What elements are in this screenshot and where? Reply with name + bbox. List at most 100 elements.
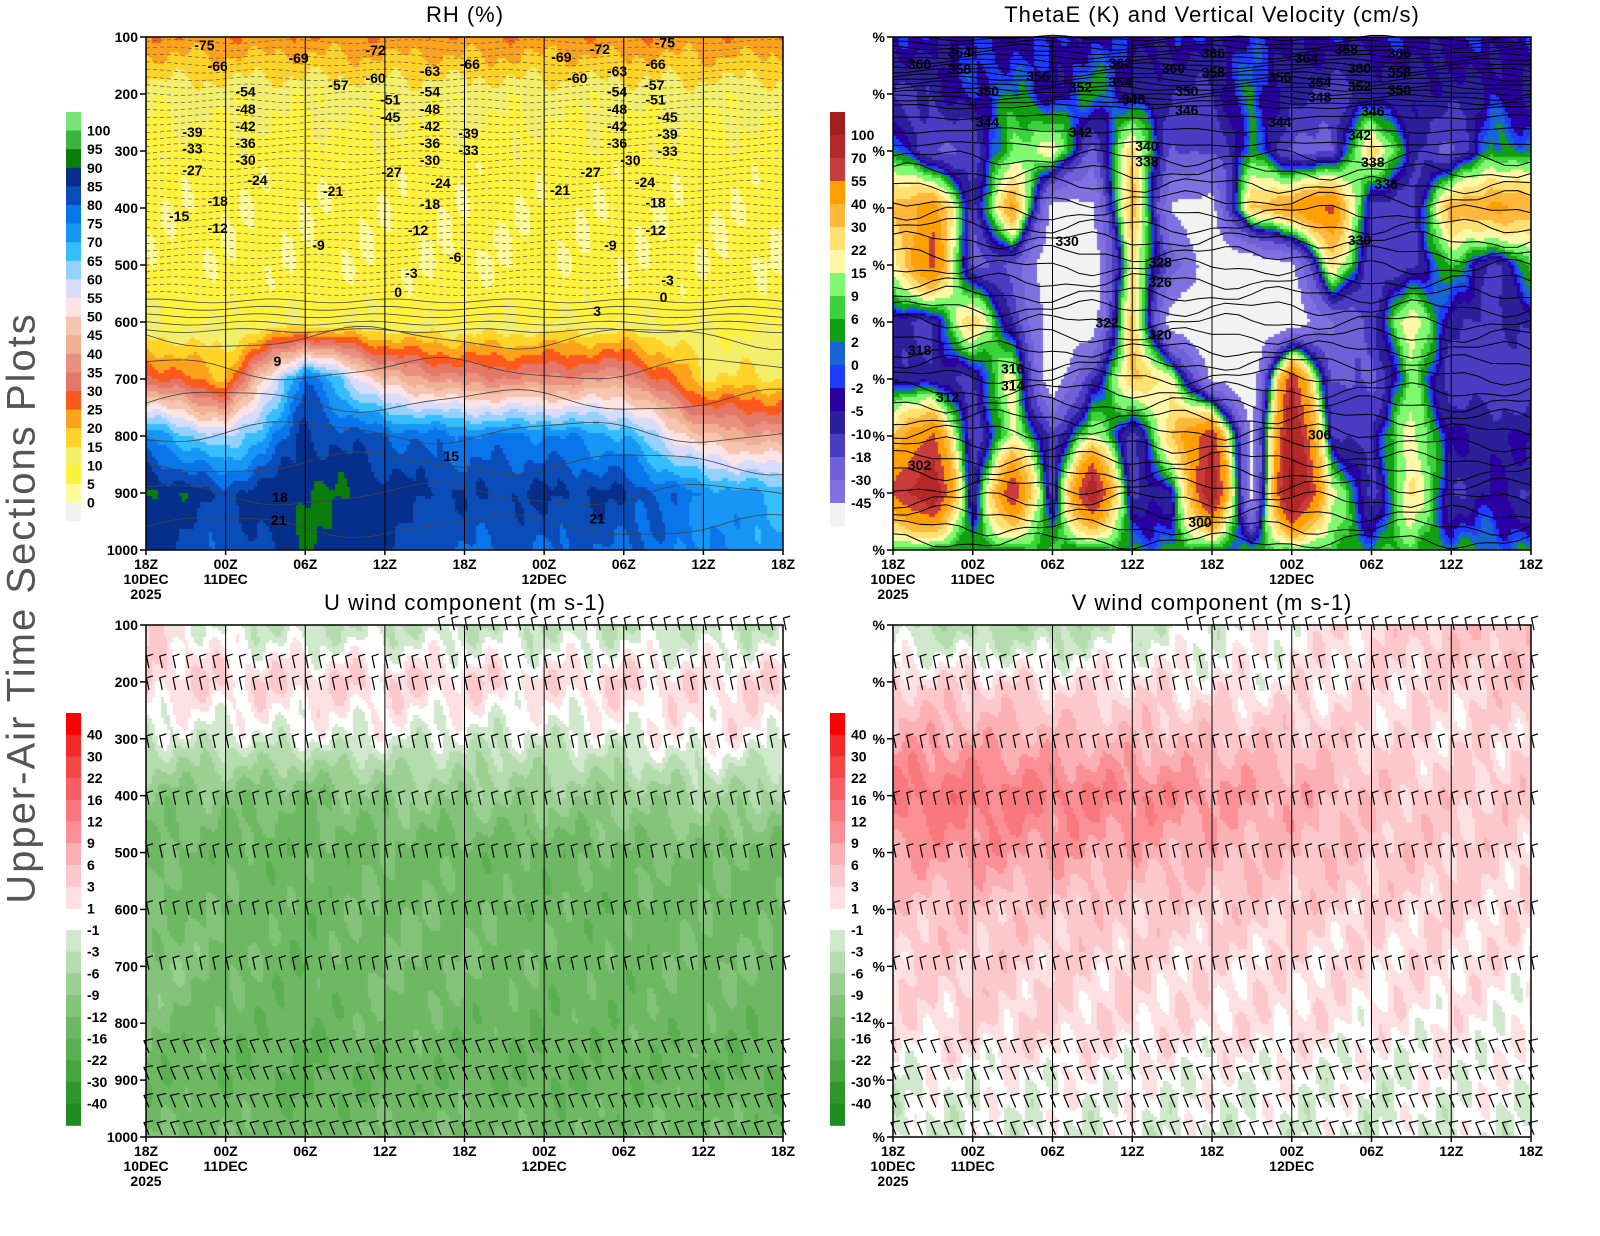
wind-barb	[143, 1064, 154, 1080]
contour-label: -27	[580, 164, 600, 180]
wind-barb	[1477, 615, 1486, 631]
colorbar-label: 40	[851, 196, 867, 212]
contour-label: 338	[1361, 154, 1385, 170]
wind-barb	[1182, 1092, 1193, 1108]
colorbar-swatch	[66, 112, 81, 132]
wind-barb	[700, 1120, 711, 1135]
wind-barb	[1039, 653, 1047, 669]
wind-barb	[1437, 733, 1446, 749]
wind-barb	[342, 1064, 353, 1080]
contour-label: -48	[235, 101, 255, 117]
wind-barb	[331, 843, 339, 858]
wind-barb	[676, 733, 685, 749]
wind-barb	[1238, 675, 1246, 690]
wind-barb	[212, 675, 220, 690]
wind-barb	[159, 675, 167, 690]
wind-barb	[1182, 1064, 1193, 1080]
wind-barb	[769, 615, 777, 631]
y-tick-label: 1000	[107, 542, 138, 558]
wind-barb	[1116, 1064, 1127, 1080]
wind-barb	[1142, 1092, 1153, 1108]
wind-barb	[780, 1092, 791, 1108]
wind-barb	[1464, 675, 1472, 690]
wind-barb	[1371, 653, 1379, 669]
wind-barb	[1062, 1038, 1073, 1054]
wind-barb	[1198, 675, 1206, 690]
wind-barb	[1065, 653, 1073, 669]
wind-barb	[1342, 1092, 1353, 1108]
colorbar-swatch	[830, 135, 845, 159]
contour-label: -69	[288, 50, 308, 66]
wind-barb	[1118, 733, 1127, 749]
rh-contour-line	[145, 142, 784, 148]
wind-barb	[1158, 790, 1167, 805]
wind-barb	[1222, 1120, 1233, 1135]
wind-barb	[1488, 1064, 1499, 1080]
wind-barb	[1102, 1120, 1113, 1135]
colorbar-swatch	[66, 205, 81, 225]
colorbar-label: 6	[851, 311, 859, 327]
wind-barb	[999, 955, 1007, 970]
wind-barb	[236, 1038, 247, 1054]
colorbar-swatch	[66, 372, 81, 392]
wind-barb	[1424, 733, 1432, 749]
wind-barb	[318, 733, 326, 749]
wind-barb	[355, 1064, 366, 1080]
wind-barb	[1328, 1064, 1339, 1080]
wind-barb	[528, 1038, 538, 1054]
wind-barb	[916, 1092, 927, 1108]
wind-barb	[1421, 1064, 1432, 1080]
wind-barb	[1490, 843, 1499, 858]
y-tick-label: %	[873, 371, 886, 387]
wind-barb	[1025, 843, 1034, 858]
wind-barb	[145, 955, 154, 970]
wind-barb	[1195, 1064, 1206, 1080]
wind-barb	[318, 955, 326, 970]
wind-barb	[1105, 843, 1113, 858]
wind-barb	[1408, 1092, 1419, 1108]
wind-barb	[212, 955, 220, 970]
wind-barb	[932, 675, 941, 690]
wind-barb	[318, 843, 326, 858]
wind-barb	[1171, 653, 1180, 669]
wind-barb	[1358, 615, 1366, 631]
wind-barb	[1517, 790, 1525, 805]
x-tick-label: 18Z	[452, 556, 477, 572]
wind-barb	[623, 615, 631, 631]
contour-label: 0	[660, 289, 668, 305]
y-tick-label: %	[873, 1015, 886, 1031]
wind-barb	[196, 1064, 207, 1080]
wind-barb	[397, 733, 406, 749]
wind-barb	[1397, 733, 1406, 749]
y-tick-label: 600	[115, 901, 139, 917]
x-tick-label: 00Z	[1280, 556, 1305, 572]
contour-label: -30	[235, 152, 255, 168]
rh-contour-line	[145, 157, 784, 163]
wind-barb	[169, 1120, 180, 1135]
colorbar-label: -1	[851, 922, 864, 938]
wind-barb	[169, 1038, 180, 1054]
wind-barb	[1477, 899, 1486, 915]
wind-barb	[1488, 1092, 1499, 1108]
wind-barb	[1424, 790, 1432, 805]
wind-barb	[1089, 1092, 1100, 1108]
x-tick-label: 00Z	[961, 1143, 986, 1159]
contour-label: 9	[273, 353, 281, 369]
wind-barb	[1235, 1120, 1246, 1135]
y-tick-label: %	[873, 617, 886, 633]
wind-barb	[1251, 733, 1260, 749]
wind-barb	[903, 1092, 914, 1108]
wind-barb	[1448, 1092, 1459, 1108]
contour-label: 320	[1148, 327, 1172, 343]
x-tick-label: 00Z	[214, 1143, 239, 1159]
colorbar-swatch	[830, 365, 845, 389]
wind-barb	[766, 1038, 777, 1054]
wind-barb	[358, 899, 366, 915]
wind-barb	[1304, 790, 1313, 805]
wind-barb	[1437, 955, 1446, 970]
colorbar-swatch	[830, 273, 845, 297]
wind-barb	[1331, 733, 1339, 749]
wind-barb	[1076, 1064, 1087, 1080]
wind-barb	[464, 615, 472, 631]
wind-barb	[424, 653, 432, 669]
